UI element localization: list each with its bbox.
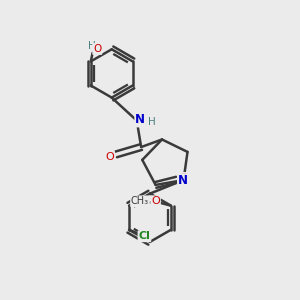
Text: O: O [105,152,114,162]
Text: O: O [179,173,188,183]
Text: O: O [151,196,160,206]
Text: N: N [135,113,145,127]
Text: N: N [178,174,188,187]
Text: Cl: Cl [139,231,150,241]
Text: H: H [88,41,96,51]
Text: O: O [93,44,101,54]
Text: CH₃: CH₃ [131,196,149,206]
Text: H: H [148,117,155,127]
